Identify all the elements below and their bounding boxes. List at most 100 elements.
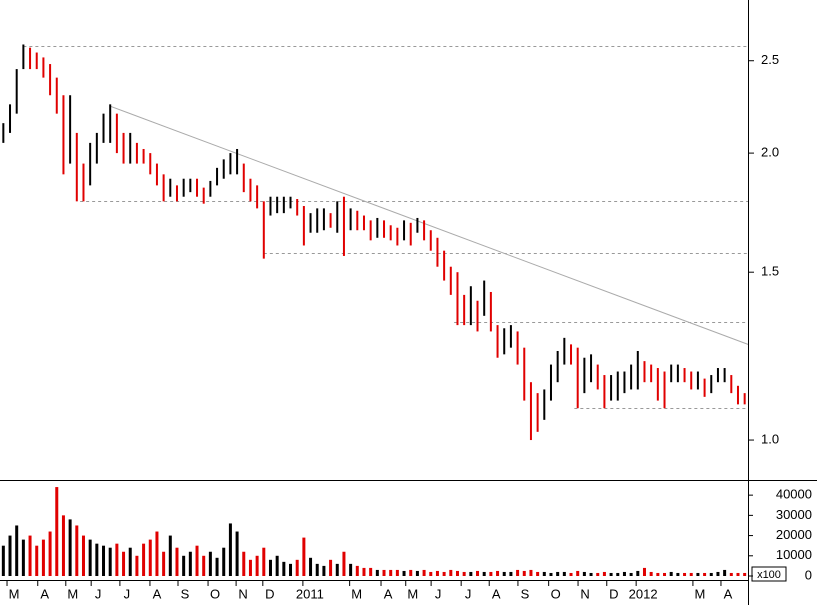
- price-bar: [716, 368, 719, 383]
- price-bar: [576, 347, 579, 409]
- volume-bar: [155, 531, 159, 576]
- volume-bar: [202, 555, 206, 576]
- volume-bar: [509, 571, 513, 576]
- x-tick-label: J: [95, 586, 102, 601]
- price-bar: [409, 222, 412, 246]
- volume-bar: [389, 569, 393, 576]
- x-tick-label: M: [9, 586, 20, 601]
- x-tick-label: M: [351, 586, 362, 601]
- price-bar: [336, 201, 339, 233]
- price-bar: [509, 325, 512, 348]
- volume-bar: [215, 557, 219, 576]
- x-tick-label: A: [384, 586, 393, 601]
- volume-bar: [729, 572, 733, 576]
- volume-bar: [195, 545, 199, 576]
- price-bar: [383, 220, 386, 238]
- price-bar: [35, 52, 38, 70]
- price-bar: [109, 104, 112, 143]
- price-bar: [82, 163, 85, 202]
- volume-bar: [496, 570, 500, 576]
- volume-bar: [268, 559, 272, 576]
- price-bar: [55, 77, 58, 114]
- price-bar: [342, 196, 345, 256]
- price-bar: [603, 375, 606, 409]
- price-bar: [549, 364, 552, 401]
- price-bar: [463, 294, 466, 326]
- volume-bar: [75, 525, 79, 576]
- volume-bar: [8, 535, 12, 576]
- volume-bar: [168, 535, 172, 576]
- volume-bar: [35, 545, 39, 576]
- volume-bar: [208, 551, 212, 576]
- volume-bar: [536, 571, 540, 576]
- volume-bar: [516, 569, 520, 576]
- volume-bar: [649, 571, 653, 576]
- volume-bar: [115, 543, 119, 576]
- volume-bar: [382, 569, 386, 576]
- volume-bar: [736, 572, 740, 576]
- price-bar: [356, 210, 359, 231]
- price-bar: [690, 371, 693, 390]
- volume-tick-label: 0: [805, 567, 812, 582]
- volume-bar: [482, 571, 486, 576]
- price-bar: [309, 213, 312, 233]
- volume-bar: [222, 547, 226, 576]
- price-bar: [636, 350, 639, 390]
- price-bar: [49, 64, 52, 96]
- x-tick-label: J: [435, 586, 442, 601]
- price-bar: [583, 357, 586, 394]
- volume-unit-box: [751, 566, 787, 582]
- price-bar: [563, 337, 566, 365]
- x-tick-label: N: [238, 586, 247, 601]
- volume-bar: [289, 563, 293, 576]
- volume-bar: [322, 565, 326, 576]
- price-bar: [736, 385, 739, 405]
- price-bar: [590, 354, 593, 383]
- price-bar: [15, 69, 18, 114]
- volume-bar: [602, 571, 606, 576]
- volume-bar: [429, 571, 433, 576]
- price-bar: [743, 393, 746, 405]
- price-bar: [656, 368, 659, 401]
- price-bar: [650, 364, 653, 383]
- x-tick-label: 2011: [296, 586, 324, 601]
- volume-bar: [669, 571, 673, 576]
- volume-bar: [28, 535, 32, 576]
- price-bar: [115, 113, 118, 154]
- price-bar: [29, 47, 32, 70]
- volume-tick-label: 20000: [776, 527, 812, 542]
- volume-bar: [262, 547, 266, 576]
- price-bar: [89, 142, 92, 186]
- price-bar: [683, 368, 686, 383]
- x-tick-label: J: [124, 586, 131, 601]
- price-bar: [396, 227, 399, 246]
- volume-bar: [556, 571, 560, 576]
- volume-bar: [622, 571, 626, 576]
- volume-bar: [302, 537, 306, 576]
- volume-bar: [455, 570, 459, 576]
- price-bar: [536, 393, 539, 432]
- price-bar: [503, 328, 506, 355]
- price-bar: [516, 331, 519, 365]
- volume-bar: [449, 569, 453, 576]
- volume-bar: [476, 570, 480, 576]
- volume-bar: [609, 572, 613, 576]
- volume-bar: [402, 570, 406, 576]
- price-bar: [216, 167, 219, 186]
- volume-bar: [41, 539, 45, 576]
- volume-bar: [68, 519, 72, 576]
- x-tick-label: S: [181, 586, 190, 601]
- price-bar: [289, 196, 292, 209]
- price-bar: [249, 178, 252, 202]
- price-bar: [570, 344, 573, 365]
- volume-tick-label: 40000: [776, 487, 812, 502]
- volume-bar: [716, 571, 720, 576]
- volume-bar: [375, 569, 379, 576]
- volume-bar: [683, 572, 687, 576]
- price-bar: [322, 208, 325, 231]
- volume-bar: [122, 551, 126, 576]
- volume-bar: [102, 545, 106, 576]
- price-bar: [302, 206, 305, 246]
- price-bar: [149, 153, 152, 175]
- volume-bar: [182, 555, 186, 576]
